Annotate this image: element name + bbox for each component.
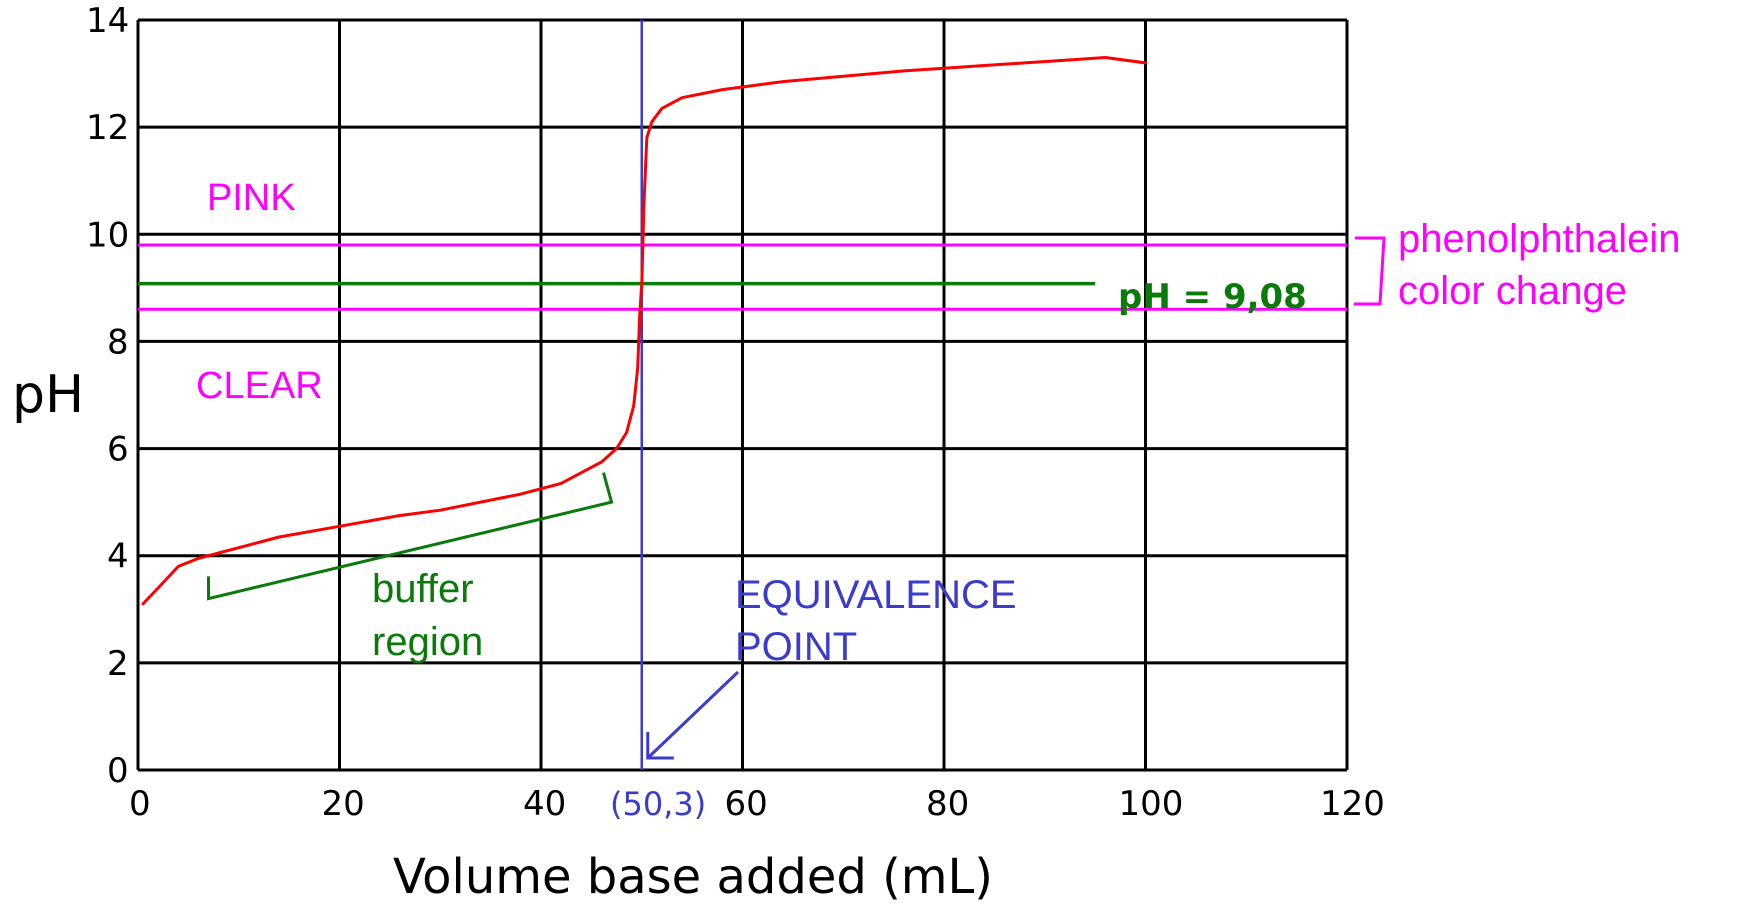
equivalence-arrow-head	[646, 732, 674, 760]
equivalence-arrow	[646, 670, 740, 760]
y-tick-label-10: 10	[86, 215, 129, 255]
y-tick-label-0: 0	[107, 751, 129, 791]
x-tick-label-80: 80	[926, 784, 969, 824]
annotation-pink: PINK	[207, 177, 296, 219]
y-tick-label-12: 12	[86, 108, 129, 148]
x-tick-label-40: 40	[523, 784, 566, 824]
x-tick-label-20: 20	[322, 784, 365, 824]
phenolphthalein-bracket	[1354, 236, 1386, 306]
grid	[136, 18, 1349, 772]
y-tick-label-2: 2	[107, 644, 129, 684]
x-tick-label-0: 0	[129, 784, 151, 824]
ph-9-08-label: pH = 9,08	[1118, 277, 1307, 317]
x-tick-label-120: 120	[1320, 784, 1385, 824]
tick-labels: 0 20 40 60 80 100 120 0 2 4 6 8 10 12 14	[86, 1, 1385, 824]
buffer-region-bracket	[207, 472, 614, 601]
y-axis-label: pH	[12, 365, 84, 425]
x-tick-label-100: 100	[1119, 784, 1184, 824]
reference-lines	[138, 20, 1347, 770]
annotation-clear: CLEAR	[196, 365, 323, 407]
equivalence-coordinate-label: (50,3)	[610, 785, 706, 823]
buffer-label-line1: buffer	[372, 567, 474, 611]
y-tick-label-4: 4	[107, 537, 129, 577]
buffer-label-line2: region	[372, 620, 483, 664]
equivalence-arrow-shaft	[646, 670, 740, 760]
y-tick-label-8: 8	[107, 322, 129, 362]
y-tick-label-6: 6	[107, 430, 129, 470]
series-layer	[141, 56, 1147, 606]
equivalence-label-line2: POINT	[735, 625, 857, 669]
titration-curve	[141, 56, 1147, 606]
x-axis-label: Volume base added (mL)	[393, 849, 993, 904]
phenolphthalein-label-line1: phenolphthalein	[1398, 217, 1680, 261]
phenolphthalein-label-line2: color change	[1398, 269, 1627, 313]
equivalence-label-line1: EQUIVALENCE	[735, 573, 1017, 617]
x-tick-label-60: 60	[725, 784, 768, 824]
y-tick-label-14: 14	[86, 1, 129, 41]
